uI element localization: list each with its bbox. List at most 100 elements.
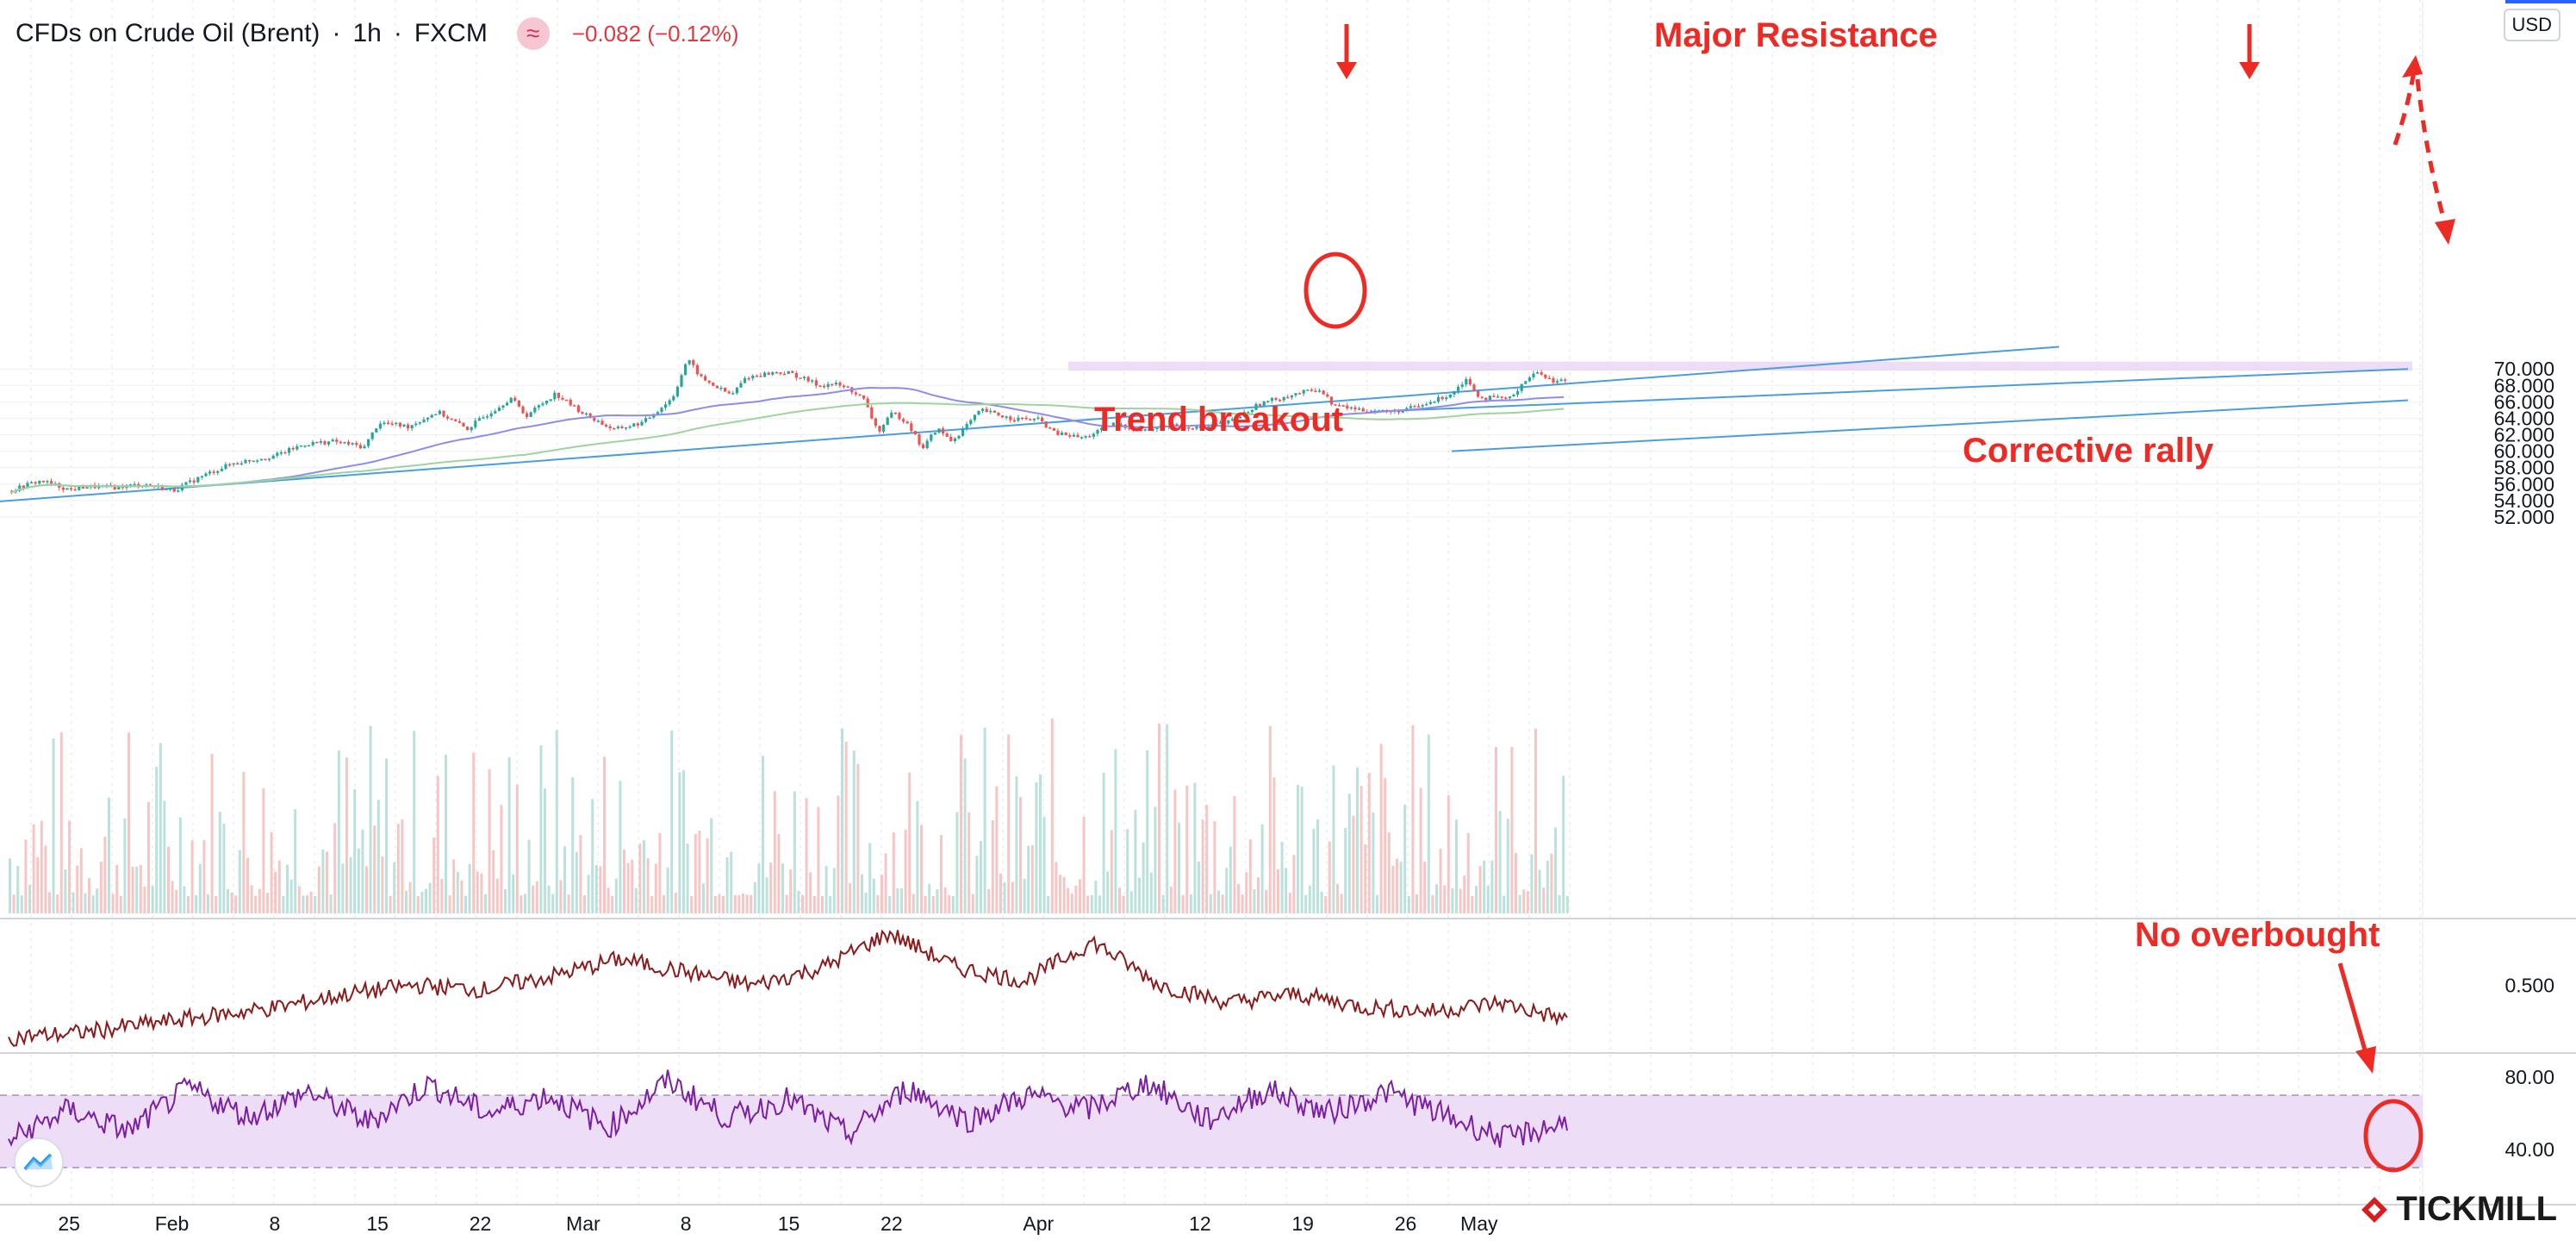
volume-bar (1050, 719, 1054, 913)
candle (557, 392, 560, 398)
volume-bar (1431, 894, 1434, 913)
candle (497, 408, 501, 412)
candle (1282, 396, 1285, 401)
candle (811, 380, 814, 382)
candle (1012, 420, 1016, 422)
volume-bar (504, 888, 507, 913)
candle (1468, 378, 1472, 385)
brand-name: TICKMILL (2396, 1190, 2557, 1228)
candle (85, 487, 89, 489)
volume-bar (1308, 885, 1311, 913)
candle (747, 377, 750, 380)
volume-bar (670, 730, 674, 913)
candle (767, 372, 770, 375)
candle (573, 405, 576, 407)
volume-bar (1185, 785, 1189, 913)
candle (1230, 419, 1234, 421)
candle (533, 407, 537, 413)
volume-bar (432, 837, 436, 913)
volume-bar (1459, 888, 1462, 913)
tradingview-logo-icon[interactable] (14, 1137, 64, 1187)
candle (1559, 379, 1563, 382)
volume-bar (309, 891, 313, 913)
symbol-title[interactable]: CFDs on Crude Oil (Brent) (16, 19, 320, 47)
candle (390, 423, 394, 425)
x-tick-label: May (1460, 1212, 1498, 1235)
candle (81, 486, 84, 489)
volume-bar (108, 797, 110, 913)
volume-bar (472, 752, 476, 913)
candle (117, 485, 121, 490)
volume-bar (135, 866, 139, 913)
volume-bar (1221, 894, 1224, 913)
volume-bar (1447, 794, 1450, 913)
volume-bar (1364, 844, 1367, 913)
candle (1207, 426, 1210, 428)
y-tick-label: 58.000 (2494, 457, 2554, 479)
candle (537, 405, 540, 408)
volume-bar (1055, 862, 1058, 913)
volume-bar (1320, 891, 1323, 913)
candle (351, 443, 354, 445)
volume-bar (79, 848, 83, 913)
candle (1353, 407, 1357, 410)
volume-bar (1027, 845, 1030, 913)
interval-label[interactable]: 1h (352, 19, 382, 47)
candle (1512, 394, 1515, 397)
volume-bar (289, 879, 293, 913)
currency-button[interactable]: USD (2503, 9, 2560, 41)
annotation-major-resistance: Major Resistance (1654, 16, 1938, 54)
candle (1199, 426, 1203, 428)
volume-bar (1526, 891, 1529, 913)
candle (981, 408, 985, 411)
candle (695, 364, 699, 375)
volume-bar (980, 840, 982, 913)
candle (644, 418, 648, 422)
volume-bar (408, 882, 412, 913)
candle (1520, 383, 1523, 391)
candle (576, 405, 580, 413)
candle (1064, 432, 1067, 436)
volume-bar (745, 894, 749, 913)
volume-bar (737, 895, 741, 913)
candle (367, 439, 370, 446)
candle (1294, 393, 1297, 396)
volume-bar (1466, 832, 1470, 913)
volume-bar (428, 882, 432, 913)
x-tick-label: 22 (880, 1212, 903, 1235)
volume-bar (44, 845, 47, 913)
y-tick-label: 62.000 (2494, 424, 2554, 446)
candle (712, 383, 715, 386)
candle (1092, 433, 1095, 437)
volume-bar (1376, 894, 1378, 913)
volume-bar (547, 885, 551, 913)
volume-bar (706, 838, 709, 913)
volume-bar (178, 817, 182, 913)
candle (50, 481, 53, 484)
volume-bar (361, 829, 364, 913)
candle (308, 445, 311, 447)
volume-bar (948, 894, 951, 913)
volume-bar (666, 867, 669, 913)
candle (794, 372, 798, 378)
candle (137, 483, 140, 487)
candle (724, 387, 727, 392)
volume-bar (492, 850, 495, 913)
candle (339, 441, 342, 444)
candle (172, 488, 176, 492)
candle (569, 399, 572, 406)
moving-averages (9, 386, 1565, 494)
volume-bar (1067, 888, 1070, 913)
candle (1460, 384, 1464, 387)
candle (625, 427, 628, 429)
candle (854, 392, 857, 395)
candle (34, 482, 37, 484)
volume-bar (654, 863, 657, 913)
volume-bar (56, 894, 59, 913)
candle (426, 417, 430, 420)
volume-bar (725, 857, 729, 913)
candle (918, 433, 921, 445)
candle (446, 416, 450, 419)
candle (715, 385, 719, 389)
